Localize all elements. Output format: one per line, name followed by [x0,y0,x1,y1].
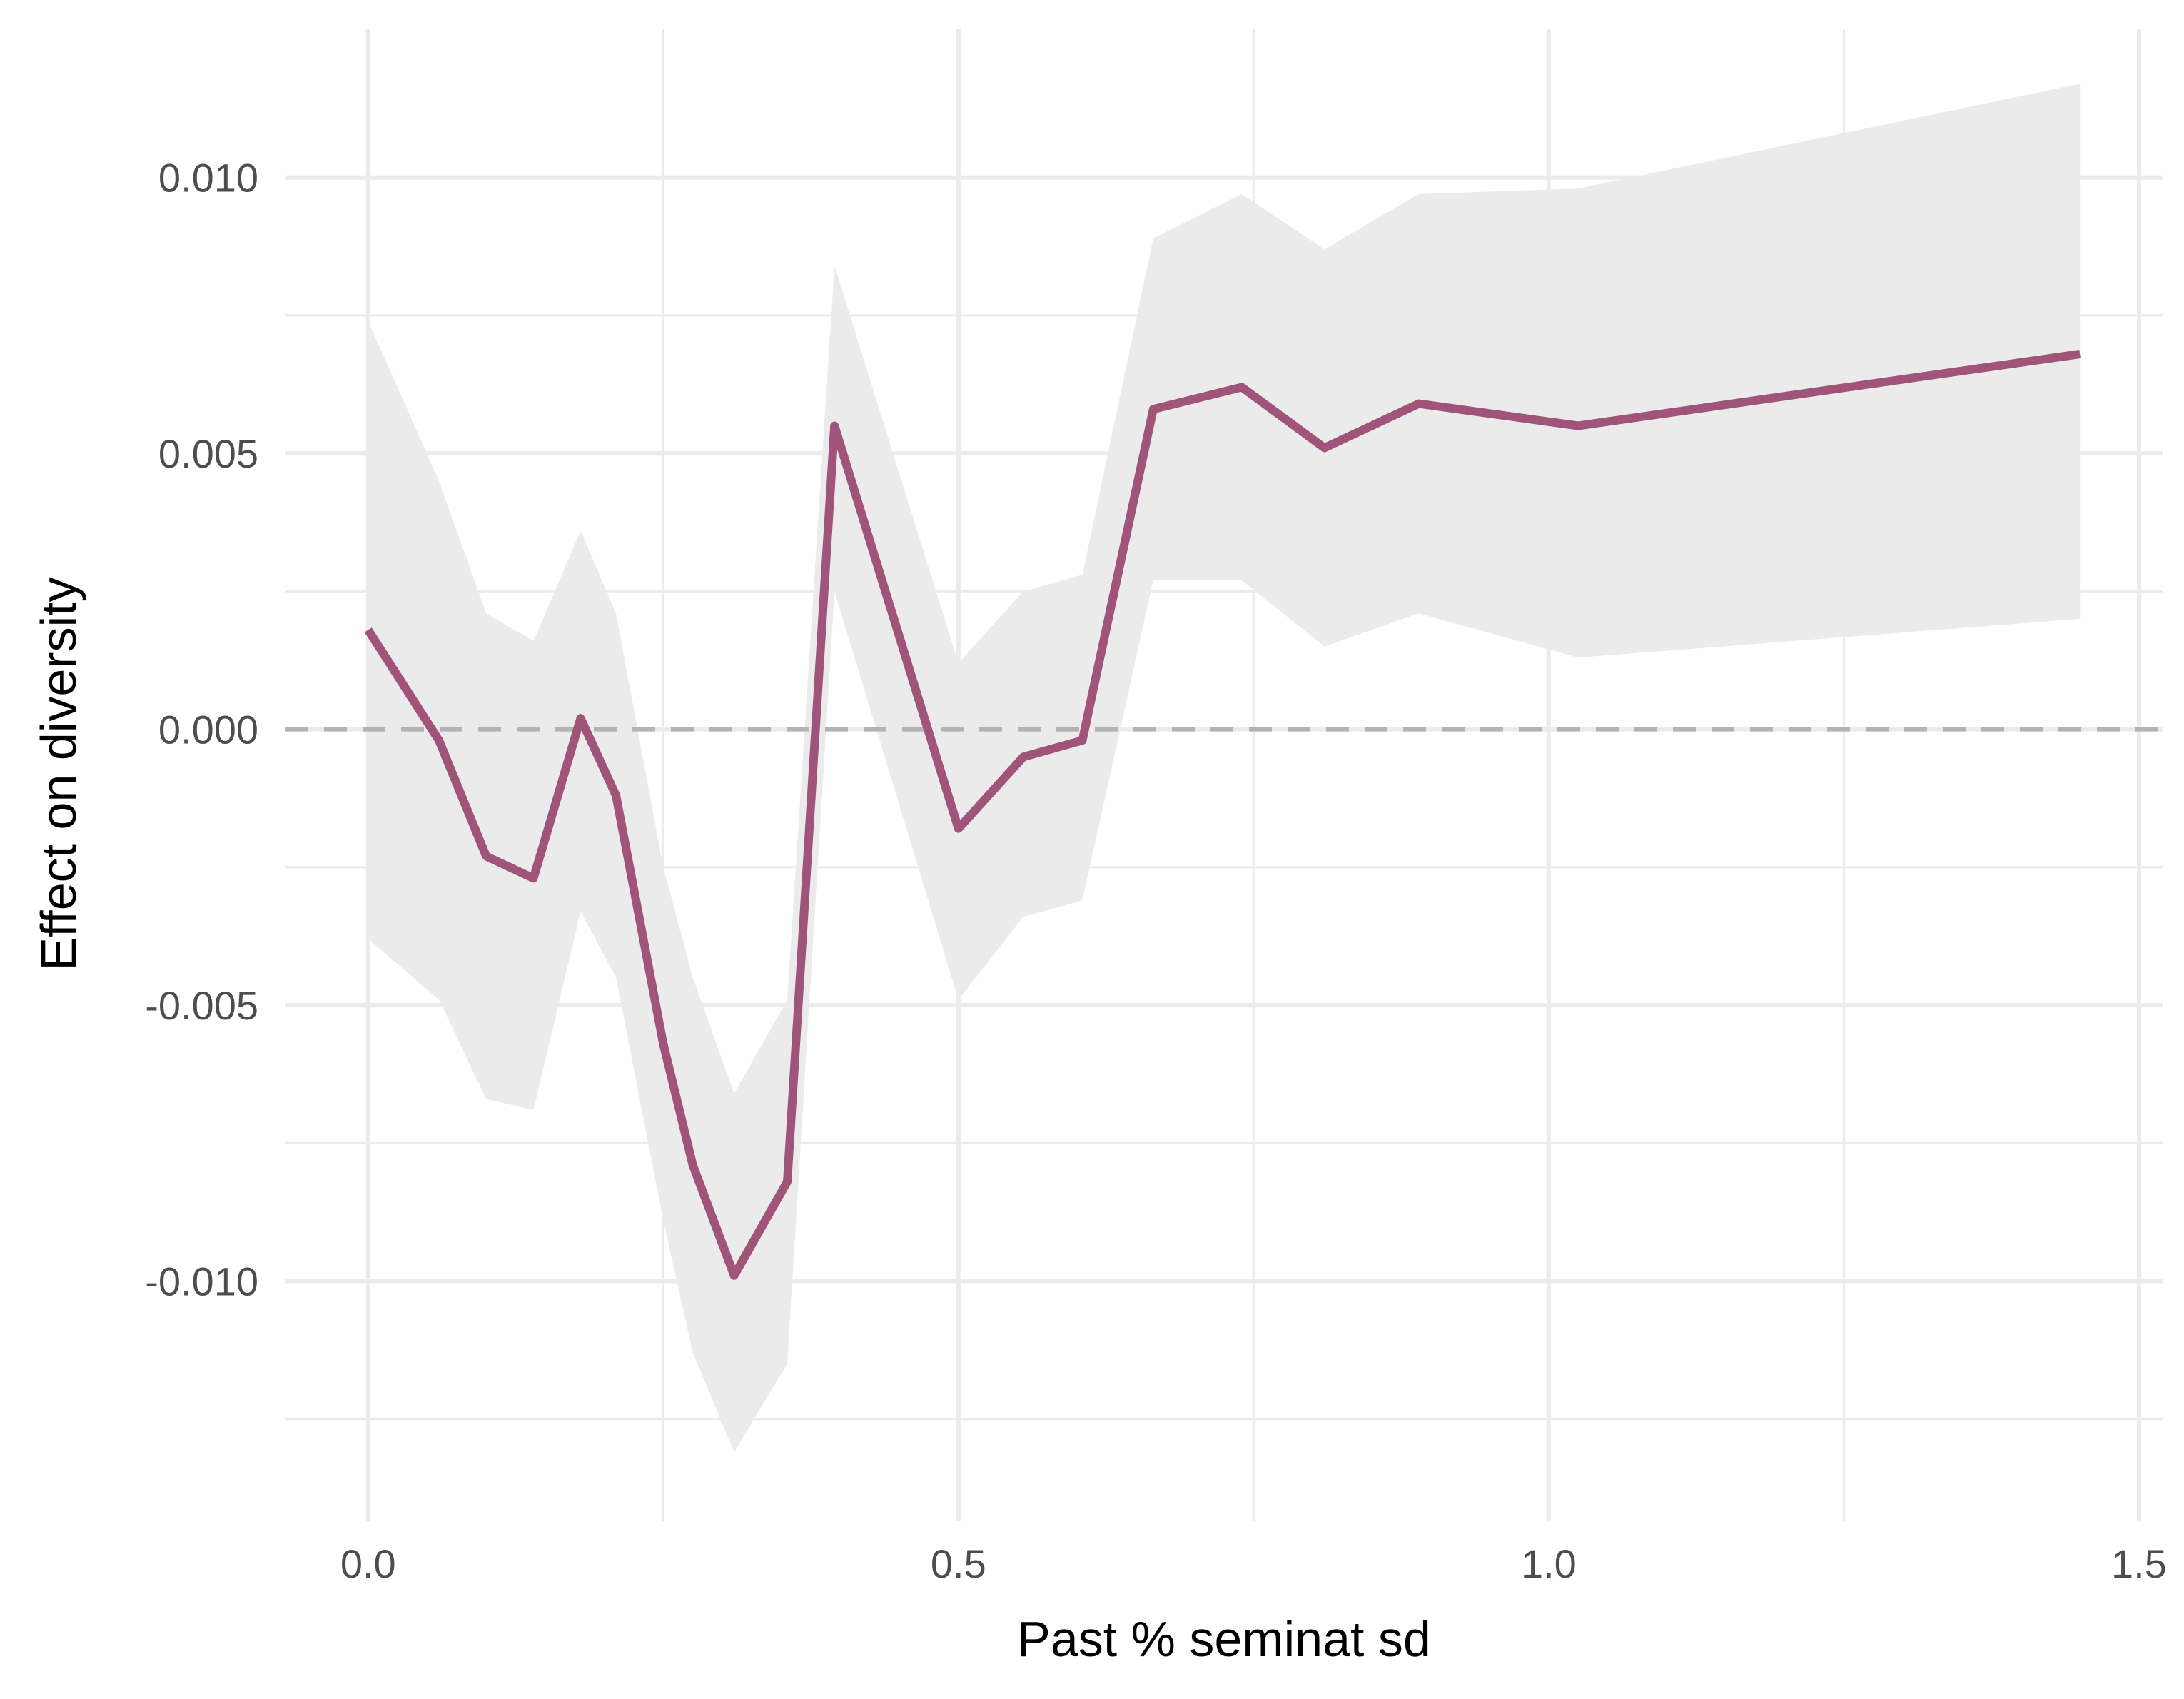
x-tick-label: 0.0 [340,1541,396,1586]
y-tick-label: -0.005 [145,983,258,1028]
confidence-band [368,84,2081,1453]
y-axis-title: Effect on diversity [31,577,86,970]
y-tick-label: -0.010 [145,1259,258,1304]
effect-series-line [364,350,2081,1280]
x-tick-labels: 0.0 0.5 1.0 1.5 [340,1541,2167,1586]
x-tick-label: 1.5 [2111,1541,2167,1586]
y-tick-label: 0.010 [158,156,258,201]
x-axis-title: Past % seminat sd [1017,1611,1431,1667]
effect-line [364,350,2081,1280]
y-tick-label: 0.005 [158,431,258,476]
y-tick-label: 0.000 [158,707,258,752]
y-tick-labels: -0.010 -0.005 0.000 0.005 0.010 [145,156,258,1304]
x-tick-label: 1.0 [1521,1541,1577,1586]
x-tick-label: 0.5 [931,1541,986,1586]
confidence-band-area [368,84,2081,1453]
